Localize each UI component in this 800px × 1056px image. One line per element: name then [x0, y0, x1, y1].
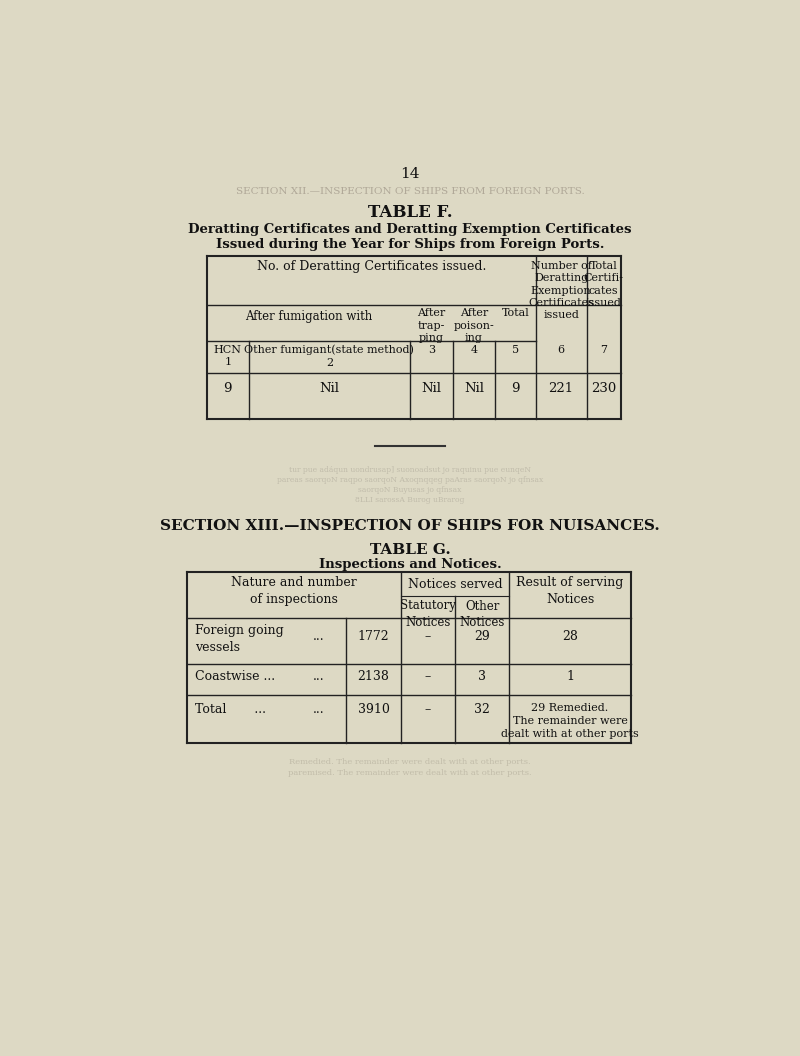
Text: 9: 9: [511, 382, 520, 395]
Text: 32: 32: [474, 702, 490, 716]
Text: 6: 6: [558, 344, 565, 355]
Text: –: –: [425, 630, 431, 643]
Text: 7: 7: [600, 344, 607, 355]
Text: HCN
1: HCN 1: [214, 344, 242, 367]
Text: SECTION XII.—INSPECTION OF SHIPS FROM FOREIGN PORTS.: SECTION XII.—INSPECTION OF SHIPS FROM FO…: [236, 187, 584, 195]
Text: ...: ...: [313, 671, 325, 683]
Text: Other
Notices: Other Notices: [459, 600, 505, 628]
Text: Result of serving
Notices: Result of serving Notices: [516, 577, 624, 606]
Text: Nature and number
of inspections: Nature and number of inspections: [231, 577, 357, 606]
Text: TABLE F.: TABLE F.: [368, 204, 452, 221]
Text: 221: 221: [549, 382, 574, 395]
Text: 8LLI sarossA Burog uBrarog: 8LLI sarossA Burog uBrarog: [355, 495, 465, 504]
Text: tur pue adáqun uondrusap] suonoadsut jo raquinu pue eunqeN: tur pue adáqun uondrusap] suonoadsut jo …: [289, 466, 531, 473]
Text: 9: 9: [224, 382, 232, 395]
Text: Other fumigant(state method)
2: Other fumigant(state method) 2: [245, 344, 414, 367]
Text: 3910: 3910: [358, 702, 390, 716]
Text: Foreign going
vessels: Foreign going vessels: [194, 624, 283, 654]
Text: Issued during the Year for Ships from Foreign Ports.: Issued during the Year for Ships from Fo…: [216, 239, 604, 251]
Text: 1772: 1772: [358, 630, 390, 643]
Text: SECTION XIII.—INSPECTION OF SHIPS FOR NUISANCES.: SECTION XIII.—INSPECTION OF SHIPS FOR NU…: [160, 520, 660, 533]
Text: 230: 230: [591, 382, 616, 395]
Text: Total       ...: Total ...: [194, 702, 266, 716]
Text: TABLE G.: TABLE G.: [370, 543, 450, 557]
Text: Total
Certifi-
cates
issued: Total Certifi- cates issued: [584, 261, 624, 308]
Text: 29 Remedied.
The remainder were
dealt with at other ports: 29 Remedied. The remainder were dealt wi…: [501, 702, 639, 739]
Text: 3: 3: [428, 344, 435, 355]
Text: 3: 3: [478, 671, 486, 683]
Text: Statutory
Notices: Statutory Notices: [400, 600, 456, 628]
Text: Nil: Nil: [464, 382, 484, 395]
Text: Total: Total: [502, 308, 530, 319]
Text: 2138: 2138: [358, 671, 390, 683]
Text: 14: 14: [400, 167, 420, 181]
Text: pareas saorqoN raqpo saorqoN Axoqnqqeg paAras saorqoN jo qfnsax: pareas saorqoN raqpo saorqoN Axoqnqqeg p…: [277, 475, 543, 484]
Text: After
trap-
ping: After trap- ping: [417, 308, 446, 343]
Text: 4: 4: [470, 344, 478, 355]
Text: Remedied. The remainder were dealt with at other ports.: Remedied. The remainder were dealt with …: [289, 758, 531, 766]
Text: Number of
Deratting
Exemption
Certificates
issued: Number of Deratting Exemption Certificat…: [528, 261, 594, 320]
Text: Notices served: Notices served: [408, 578, 502, 591]
Text: 29: 29: [474, 630, 490, 643]
Text: Nil: Nil: [422, 382, 442, 395]
Text: –: –: [425, 702, 431, 716]
Text: 28: 28: [562, 630, 578, 643]
Text: 5: 5: [512, 344, 519, 355]
Text: saorqoN Buyusas jo qfnsax: saorqoN Buyusas jo qfnsax: [358, 486, 462, 493]
Text: paremised. The remainder were dealt with at other ports.: paremised. The remainder were dealt with…: [288, 769, 532, 777]
Text: Deratting Certificates and Deratting Exemption Certificates: Deratting Certificates and Deratting Exe…: [188, 223, 632, 235]
Text: 1: 1: [566, 671, 574, 683]
Text: –: –: [425, 671, 431, 683]
Text: ...: ...: [313, 702, 325, 716]
Text: Inspections and Notices.: Inspections and Notices.: [318, 558, 502, 571]
Text: No. of Deratting Certificates issued.: No. of Deratting Certificates issued.: [257, 260, 486, 272]
Text: Coastwise ...: Coastwise ...: [194, 671, 274, 683]
Text: ...: ...: [313, 630, 325, 643]
Text: After fumigation with: After fumigation with: [245, 310, 372, 323]
Text: After
poison-
ing: After poison- ing: [454, 308, 494, 343]
Text: Nil: Nil: [319, 382, 339, 395]
